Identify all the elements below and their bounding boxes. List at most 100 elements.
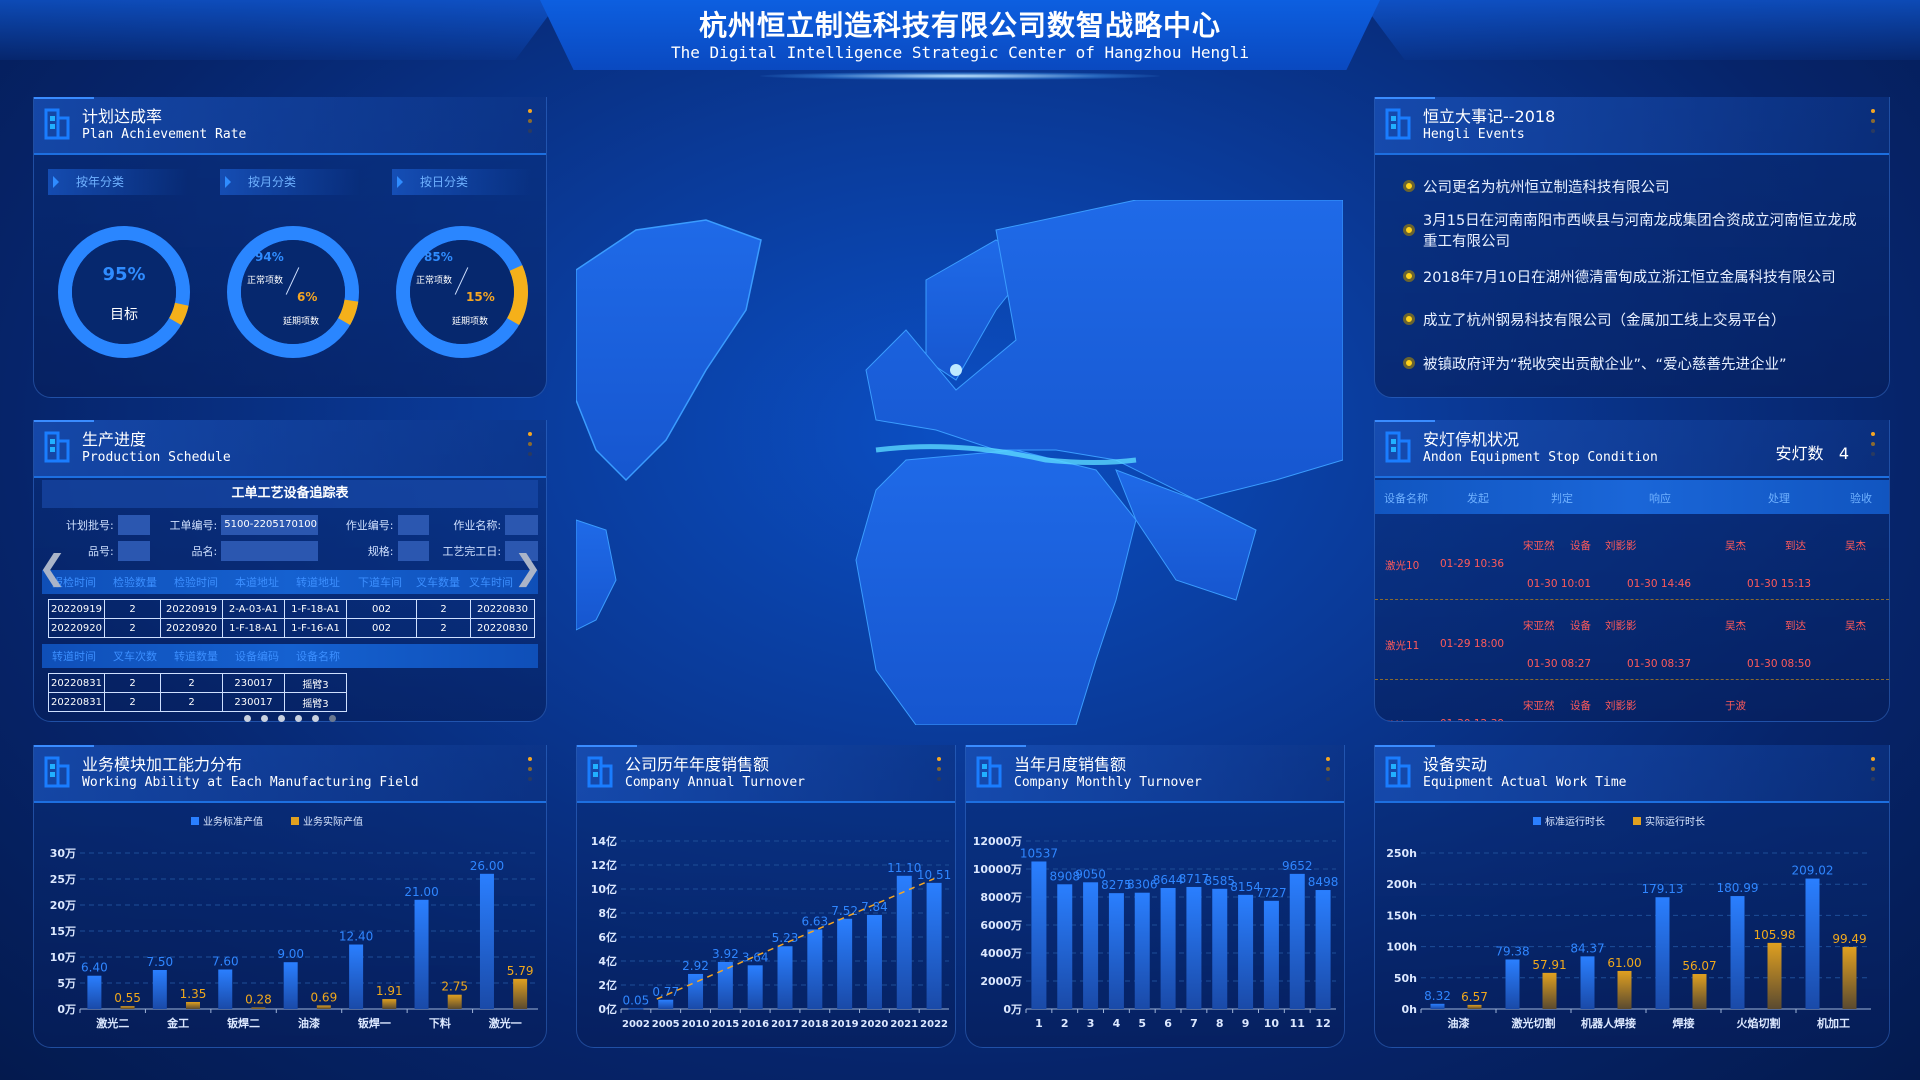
bar-standard[interactable] — [1057, 884, 1073, 1009]
bar-standard[interactable] — [1730, 896, 1745, 1009]
tab-by-month[interactable]: 按月分类 — [220, 169, 360, 195]
bar-actual[interactable] — [447, 994, 462, 1009]
bar-actual[interactable] — [316, 1005, 331, 1009]
bar-standard[interactable] — [1315, 890, 1331, 1009]
bar-standard[interactable] — [1263, 900, 1279, 1009]
bar-standard[interactable] — [87, 975, 102, 1009]
table-row[interactable]: 20220919 2 20220919 2-A-03-A1 1-F-18-A1 002 2 2… — [48, 599, 535, 619]
events-list: 公司更名为杭州恒立制造科技有限公司 3月15日在河南南阳市西峡县与河南龙成集团合… — [1403, 167, 1869, 385]
tab-by-day[interactable]: 按日分类 — [392, 169, 532, 195]
job-no-field[interactable] — [397, 515, 430, 535]
bar-standard[interactable] — [837, 918, 853, 1009]
column-header: 叉车次数 — [113, 650, 157, 663]
bar-standard[interactable] — [414, 899, 429, 1009]
bar-actual[interactable] — [1617, 970, 1632, 1009]
bar-actual[interactable] — [1692, 974, 1707, 1009]
bar-standard[interactable] — [1505, 959, 1520, 1009]
bar-standard[interactable] — [658, 999, 674, 1009]
bar-standard[interactable] — [479, 873, 494, 1009]
more-menu-icon[interactable] — [528, 757, 532, 787]
andon-row[interactable]: 激光10 01-29 10:36 宋亚然 设备 刘影影 吴杰 到达 吴杰 01-30 10:01… — [1375, 520, 1889, 600]
prev-arrow-icon[interactable]: ❮ — [38, 548, 67, 588]
bar-standard[interactable] — [1805, 878, 1820, 1009]
bar-standard[interactable] — [349, 944, 364, 1009]
page-dot[interactable] — [261, 715, 268, 722]
panel-subtitle: Andon Equipment Stop Condition — [1423, 450, 1658, 465]
bar-standard[interactable] — [1430, 1003, 1445, 1009]
page-dot[interactable] — [312, 715, 319, 722]
bar-standard[interactable] — [866, 914, 882, 1009]
bar-standard[interactable] — [1160, 887, 1176, 1009]
world-map[interactable] — [576, 200, 1343, 725]
spec-field[interactable] — [397, 541, 430, 561]
legend-label[interactable]: 业务实际产值 — [303, 815, 363, 828]
more-menu-icon[interactable] — [528, 109, 532, 139]
bar-standard[interactable] — [896, 875, 912, 1009]
map-eurasia — [865, 200, 1343, 501]
andon-handle-person: 于波 — [1725, 700, 1746, 712]
tab-by-year[interactable]: 按年分类 — [48, 169, 188, 195]
pagination-dots[interactable] — [244, 715, 336, 722]
bar-standard[interactable] — [1108, 893, 1124, 1009]
x-tick-label: 2016 — [741, 1019, 769, 1030]
table-cell: 002 — [346, 599, 417, 619]
bar-standard[interactable] — [1134, 892, 1150, 1009]
bar-standard[interactable] — [777, 946, 793, 1009]
bar-actual[interactable] — [382, 999, 397, 1009]
more-menu-icon[interactable] — [528, 432, 532, 462]
page-dot[interactable] — [329, 715, 336, 722]
bar-standard[interactable] — [688, 973, 704, 1009]
bar-standard[interactable] — [717, 961, 733, 1009]
job-name-field[interactable] — [505, 515, 538, 535]
bar-actual[interactable] — [1767, 942, 1782, 1009]
bar-actual[interactable] — [1842, 946, 1857, 1009]
legend-label[interactable]: 标准运行时长 — [1545, 815, 1605, 828]
part-no-field[interactable] — [117, 541, 150, 561]
part-name-field[interactable] — [221, 541, 318, 561]
legend-label[interactable]: 实际运行时长 — [1645, 815, 1705, 828]
more-menu-icon[interactable] — [1871, 432, 1875, 462]
table-row[interactable]: 20220831 2 2 230017 摇臂3 — [48, 673, 347, 693]
andon-row[interactable]: 激光11 01-29 18:00 宋亚然 设备 刘影影 吴杰 到达 吴杰 01-30 08:27… — [1375, 600, 1889, 680]
bar-standard[interactable] — [1289, 873, 1305, 1009]
next-arrow-icon[interactable]: ❯ — [513, 548, 543, 588]
bar-standard[interactable] — [807, 929, 823, 1009]
bar-standard[interactable] — [152, 970, 167, 1009]
bar-actual[interactable] — [1542, 972, 1557, 1009]
bar-actual[interactable] — [513, 978, 528, 1009]
bar-actual[interactable] — [1467, 1004, 1482, 1009]
bar-actual[interactable] — [251, 1007, 266, 1009]
table-row[interactable]: 20220831 2 2 230017 摇臂3 — [48, 692, 347, 712]
order-no-field[interactable]: 5100-2205170100 — [221, 515, 318, 535]
bar-standard[interactable] — [926, 882, 942, 1009]
table-cell: 2 — [160, 692, 223, 712]
bar-standard[interactable] — [1212, 888, 1228, 1009]
finish-date-field[interactable] — [505, 541, 538, 561]
legend-label[interactable]: 业务标准产值 — [203, 815, 263, 828]
bar-standard[interactable] — [628, 1008, 644, 1010]
plan-batch-field[interactable] — [117, 515, 150, 535]
bar-standard[interactable] — [747, 965, 763, 1009]
table-row[interactable]: 20220920 2 20220920 1-F-18-A1 1-F-16-A1 002 2 2… — [48, 618, 535, 638]
bar-actual[interactable] — [120, 1006, 135, 1009]
table-cell: 2 — [160, 673, 223, 693]
data-label: 2.75 — [441, 980, 468, 994]
more-menu-icon[interactable] — [1871, 109, 1875, 139]
page-dot[interactable] — [295, 715, 302, 722]
bar-standard[interactable] — [1238, 894, 1254, 1009]
data-label: 9.00 — [277, 947, 304, 961]
bar-standard[interactable] — [1083, 882, 1099, 1009]
bar-standard[interactable] — [1186, 886, 1202, 1009]
bar-standard[interactable] — [218, 969, 233, 1009]
bar-standard[interactable] — [1580, 956, 1595, 1009]
more-menu-icon[interactable] — [937, 757, 941, 787]
more-menu-icon[interactable] — [1871, 757, 1875, 787]
andon-row[interactable]: 数油 01-30 12:39 宋亚然 设备 刘影影 于波 — [1375, 680, 1889, 721]
more-menu-icon[interactable] — [1326, 757, 1330, 787]
page-dot[interactable] — [278, 715, 285, 722]
bar-actual[interactable] — [185, 1001, 200, 1009]
bar-standard[interactable] — [1655, 897, 1670, 1009]
page-dot[interactable] — [244, 715, 251, 722]
bar-standard[interactable] — [283, 962, 298, 1009]
bar-standard[interactable] — [1031, 861, 1047, 1009]
